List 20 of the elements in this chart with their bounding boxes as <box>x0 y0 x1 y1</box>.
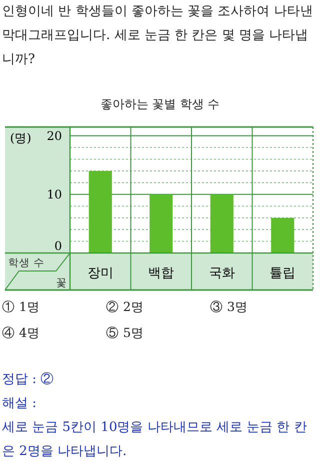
y-tick-label: 0 <box>54 239 62 253</box>
x-tick-label: 장미 <box>87 266 114 281</box>
y-tick-label: 10 <box>46 187 62 202</box>
y-tick-label: 20 <box>46 128 62 143</box>
chart-title: 좋아하는 꽃별 학생 수 <box>99 96 221 113</box>
text: ③ 3명 <box>210 298 249 316</box>
text: (명) <box>10 131 32 145</box>
x-tick-label: 튤립 <box>270 266 296 281</box>
y-axis-title: 학생 수 <box>8 257 44 269</box>
text: ⑤ 5명 <box>106 324 145 342</box>
x-tick-label: 국화 <box>208 266 235 281</box>
text: ① 1명 <box>2 298 41 316</box>
x-axis-title: 꽃 <box>56 277 67 289</box>
text: ② 2명 <box>106 298 145 316</box>
text: 세로 눈금 5칸이 10명을 나타내므로 세로 눈금 한 칸은 2명을 나타냅니다. <box>2 419 308 461</box>
text: 해설 : <box>2 395 38 413</box>
text: 정답 : ② <box>2 371 55 389</box>
text: ④ 4명 <box>2 324 41 342</box>
text: 인형이네 반 학생들이 좋아하는 꽃을 조사하여 나타낸 막대그래프입니다. 세로 눈금 한 칸은 몇 명을 나타냅니까? <box>2 3 314 69</box>
x-tick-label: 백합 <box>148 266 174 281</box>
